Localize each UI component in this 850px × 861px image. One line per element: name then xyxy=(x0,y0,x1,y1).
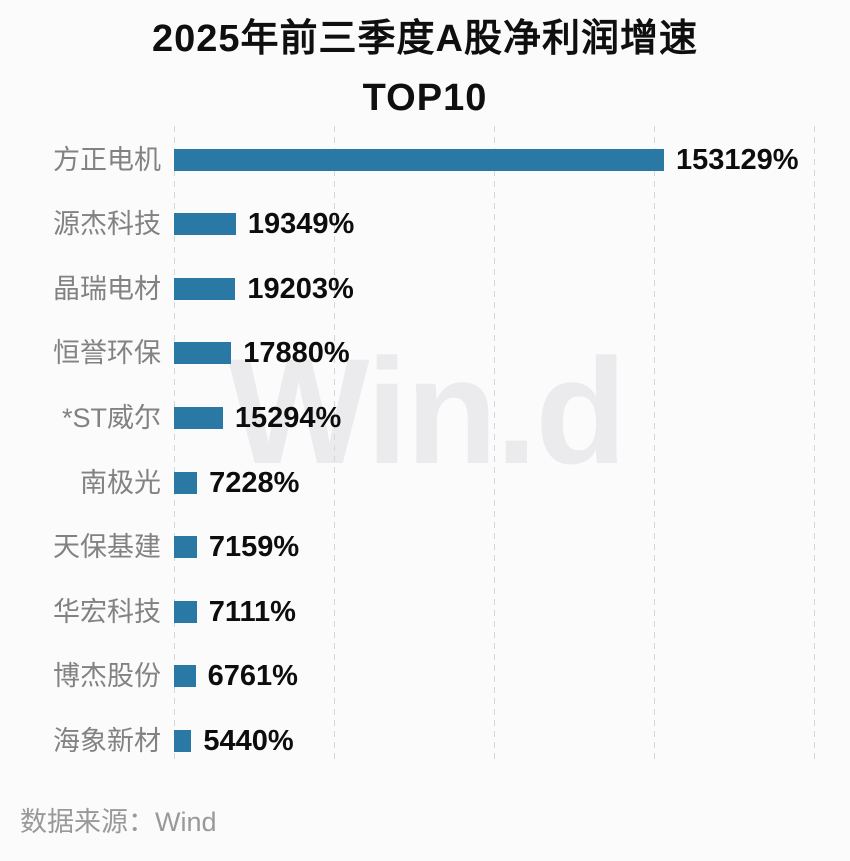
gridline xyxy=(494,126,495,763)
value-label: 153129% xyxy=(676,143,799,176)
bar xyxy=(174,148,664,171)
bar xyxy=(174,665,196,688)
gridlines xyxy=(174,126,816,763)
gridline xyxy=(334,126,335,763)
chart-title-line1: 2025年前三季度A股净利润增速 xyxy=(152,18,698,60)
chart-row: *ST威尔 15294% xyxy=(0,401,850,434)
bar xyxy=(174,277,236,300)
bar xyxy=(174,536,197,559)
category-label: 海象新材 xyxy=(53,725,161,756)
category-label: 博杰股份 xyxy=(53,661,161,692)
chart-row: 华宏科技 7111% xyxy=(0,595,850,628)
chart-row: 源杰科技 19349% xyxy=(0,208,850,241)
category-label: 晶瑞电材 xyxy=(53,273,161,304)
chart-title: 2025年前三季度A股净利润增速 TOP10 xyxy=(0,10,850,128)
value-label: 6761% xyxy=(207,660,298,693)
chart-row: 天保基建 7159% xyxy=(0,531,850,564)
bar xyxy=(174,729,192,752)
category-label: 恒誉环保 xyxy=(53,338,161,369)
category-label: 源杰科技 xyxy=(53,209,161,240)
bar xyxy=(174,471,198,494)
value-label: 7159% xyxy=(208,531,300,564)
chart-row: 南极光 7228% xyxy=(0,466,850,499)
category-label: 南极光 xyxy=(80,467,161,498)
chart-title-line2: TOP10 xyxy=(362,76,488,119)
category-label: 华宏科技 xyxy=(53,596,161,627)
wind-watermark: Win.d xyxy=(228,327,627,495)
chart-row: 博杰股份 6761% xyxy=(0,660,850,693)
chart-row: 海象新材 5440% xyxy=(0,724,850,757)
category-label: 方正电机 xyxy=(53,144,161,175)
chart-row: 方正电机 153129% xyxy=(0,143,850,176)
bar xyxy=(174,342,232,365)
value-label: 7228% xyxy=(209,466,300,499)
gridline xyxy=(174,126,175,763)
data-source: 数据来源：Wind xyxy=(20,807,217,837)
bar xyxy=(174,600,197,623)
value-label: 17880% xyxy=(243,337,350,370)
category-label: *ST威尔 xyxy=(61,402,161,433)
chart-row: 恒誉环保 17880% xyxy=(0,337,850,370)
value-label: 19349% xyxy=(247,208,355,241)
gridline xyxy=(814,126,815,763)
bar xyxy=(174,406,223,429)
value-label: 5440% xyxy=(203,724,294,757)
chart-row: 晶瑞电材 19203% xyxy=(0,272,850,305)
value-label: 7111% xyxy=(208,595,296,628)
bar xyxy=(174,213,236,236)
gridline xyxy=(654,126,655,763)
value-label: 19203% xyxy=(247,272,354,305)
value-label: 15294% xyxy=(234,401,342,434)
category-label: 天保基建 xyxy=(53,532,161,563)
